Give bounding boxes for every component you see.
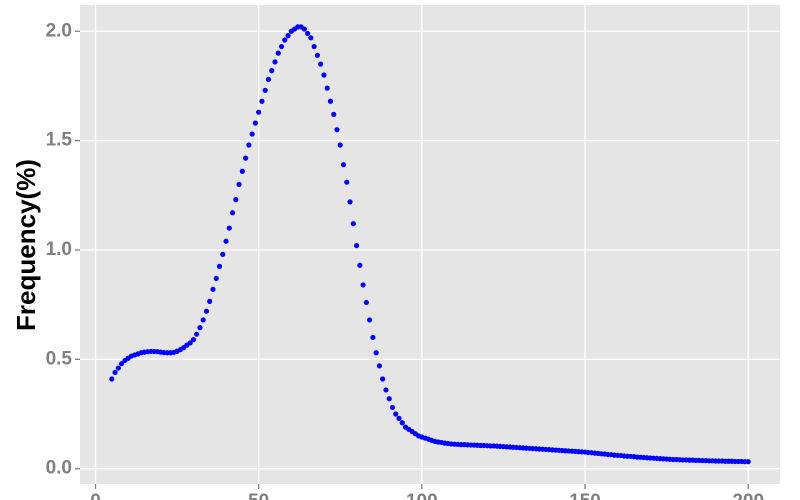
- point: [386, 396, 392, 402]
- point: [327, 98, 334, 104]
- point: [109, 376, 115, 382]
- point: [112, 369, 118, 376]
- point: [373, 350, 379, 356]
- point: [275, 50, 281, 56]
- point: [350, 221, 356, 227]
- point: [308, 35, 314, 41]
- point: [318, 61, 324, 67]
- point: [223, 238, 229, 244]
- y-axis-label: Frequency(%): [11, 159, 41, 331]
- point: [187, 340, 193, 346]
- point: [389, 404, 396, 411]
- point: [119, 361, 125, 367]
- y-tick-label: 0.0: [46, 458, 72, 479]
- point: [262, 87, 268, 93]
- point: [353, 242, 360, 249]
- point: [207, 298, 213, 304]
- y-tick-label: 0.5: [46, 348, 73, 369]
- point: [305, 30, 311, 37]
- x-tick-label: 150: [569, 491, 601, 500]
- point: [203, 308, 210, 314]
- point: [272, 59, 278, 65]
- point: [236, 181, 242, 187]
- point: [115, 365, 121, 371]
- point: [321, 72, 327, 78]
- point: [233, 197, 239, 203]
- point: [269, 68, 275, 74]
- x-tick-label: 50: [248, 491, 269, 500]
- point: [239, 168, 245, 174]
- point: [393, 411, 399, 417]
- point: [347, 199, 353, 205]
- point: [337, 142, 343, 148]
- point: [229, 210, 236, 216]
- point: [282, 37, 288, 43]
- point: [399, 420, 405, 426]
- point: [246, 142, 252, 148]
- x-tick-label: 100: [406, 491, 438, 500]
- point: [357, 262, 363, 268]
- point: [200, 317, 206, 323]
- point: [265, 76, 272, 82]
- point: [197, 325, 203, 331]
- point: [194, 331, 200, 337]
- point: [340, 162, 347, 168]
- point: [278, 43, 285, 50]
- point: [216, 263, 223, 269]
- point: [220, 251, 226, 257]
- point: [363, 299, 369, 306]
- point: [190, 337, 197, 343]
- point: [331, 111, 337, 117]
- point: [256, 109, 262, 115]
- point: [396, 415, 402, 421]
- point: [334, 127, 340, 133]
- y-tick-label: 1.5: [46, 130, 73, 151]
- point: [243, 155, 249, 161]
- point: [344, 179, 350, 185]
- point: [324, 85, 330, 91]
- x-tick-label: 200: [732, 491, 764, 500]
- point: [213, 275, 219, 282]
- point: [745, 459, 751, 465]
- point: [367, 317, 373, 323]
- point: [259, 98, 265, 104]
- point: [249, 131, 255, 137]
- plot-panel: [80, 5, 780, 484]
- y-tick-label: 1.0: [46, 239, 72, 260]
- point: [210, 286, 216, 292]
- y-tick-label: 2.0: [46, 20, 72, 41]
- point: [360, 282, 366, 288]
- point: [380, 376, 386, 382]
- point: [383, 387, 389, 393]
- point: [376, 363, 383, 369]
- point: [314, 52, 321, 58]
- x-tick-label: 0: [90, 491, 101, 500]
- point: [370, 334, 376, 341]
- point: [311, 43, 317, 50]
- point: [285, 33, 291, 39]
- point: [226, 225, 232, 231]
- point: [301, 26, 307, 32]
- point: [252, 120, 259, 126]
